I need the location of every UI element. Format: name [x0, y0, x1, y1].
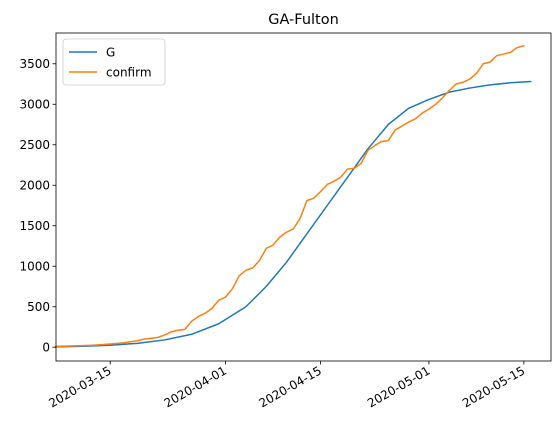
- x-tick-label: 2020-05-01: [365, 363, 432, 410]
- y-tick-label: 3500: [19, 57, 50, 71]
- y-tick-label: 3000: [19, 98, 50, 112]
- y-tick-label: 2500: [19, 138, 50, 152]
- chart-title: GA-Fulton: [268, 12, 339, 28]
- y-tick-label: 500: [27, 300, 50, 314]
- series-line-confirm: [55, 45, 525, 348]
- legend-box: [62, 38, 166, 86]
- x-tick-label: 2020-03-15: [46, 363, 113, 410]
- y-tick-label: 2000: [19, 179, 50, 193]
- plot-frame: [55, 32, 552, 362]
- x-tick-label: 2020-05-15: [460, 363, 527, 410]
- legend-label-confirm: confirm: [106, 65, 152, 79]
- y-tick-label: 0: [42, 341, 50, 355]
- legend-label-G: G: [106, 45, 115, 59]
- series-line-G: [55, 80, 532, 348]
- x-tick-label: 2020-04-01: [162, 363, 229, 410]
- y-tick-label: 1500: [19, 219, 50, 233]
- axes-layer: 0 500 1000 1500 2000 2500 3000 3500 2020-03-15 20…: [19, 32, 552, 410]
- x-tick-label: 2020-04-15: [257, 363, 324, 410]
- y-tick-label: 1000: [19, 260, 50, 274]
- series-layer: [55, 45, 532, 348]
